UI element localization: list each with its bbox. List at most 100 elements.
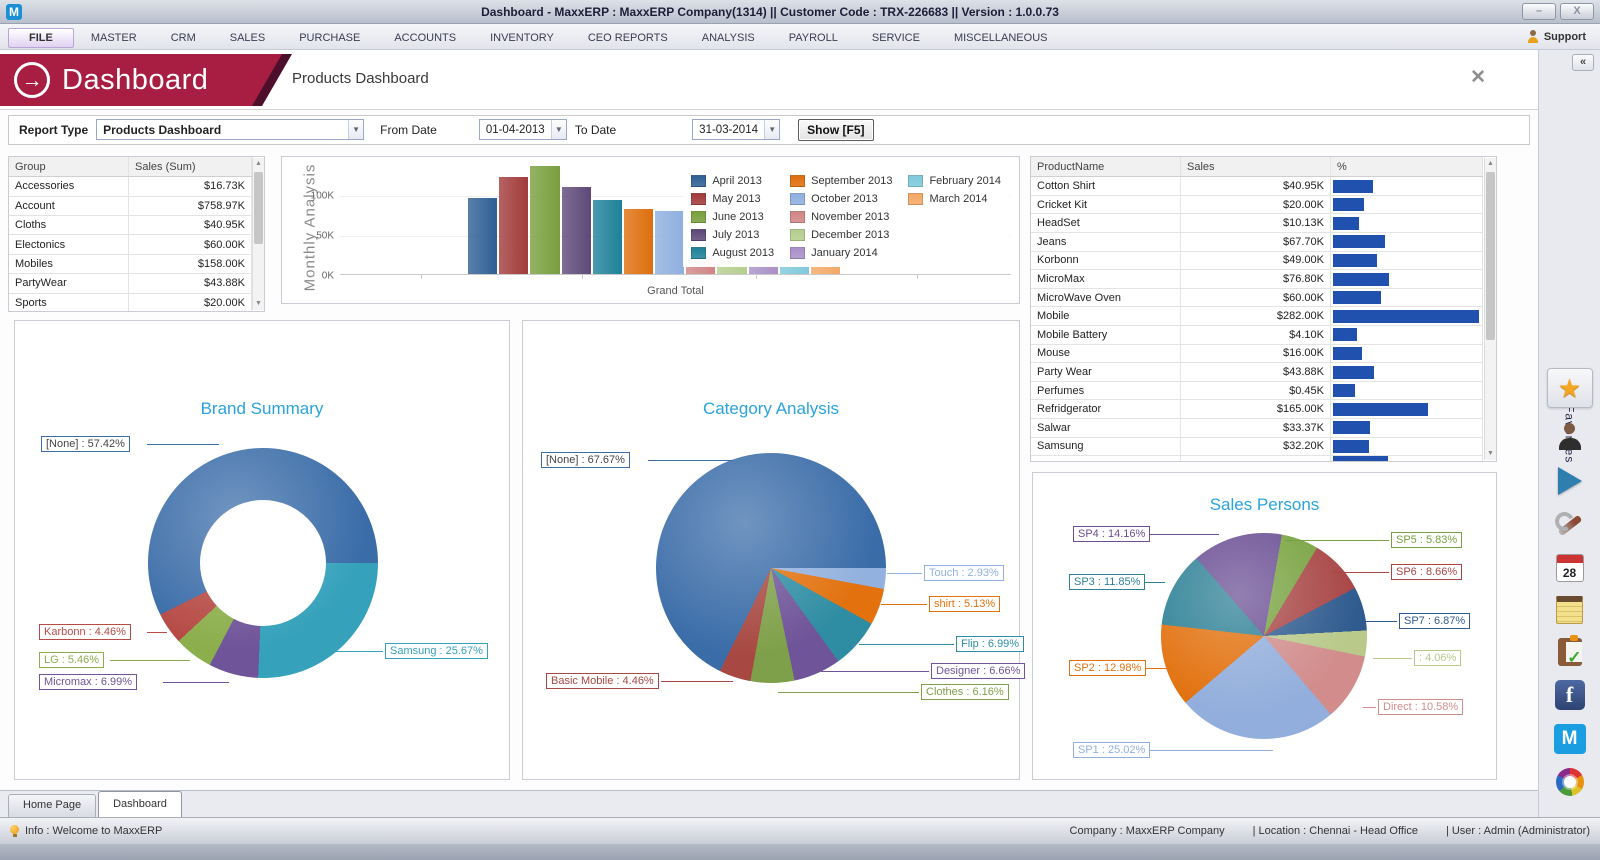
label-leader-line xyxy=(821,671,929,673)
maxxerp-icon[interactable]: M xyxy=(1553,724,1586,754)
menu-item-payroll[interactable]: PAYROLL xyxy=(788,31,838,44)
table-row[interactable]: Jeans $67.70K xyxy=(1031,233,1483,252)
menu-item-crm[interactable]: CRM xyxy=(170,31,196,44)
clipboard-icon[interactable] xyxy=(1557,635,1582,668)
close-window-button[interactable]: X xyxy=(1560,3,1594,20)
menu-item-service[interactable]: SERVICE xyxy=(871,31,920,44)
table-row[interactable]: HeadSet $10.13K xyxy=(1031,214,1483,234)
scroll-down-icon[interactable]: ▼ xyxy=(1487,450,1494,458)
minimize-button[interactable]: – xyxy=(1522,3,1556,20)
product-name-cell: MicroMax xyxy=(1031,270,1181,288)
percent-bar-cell xyxy=(1331,195,1483,214)
table-row[interactable]: MicroWave Oven $60.00K xyxy=(1031,288,1483,308)
scroll-up-icon[interactable]: ▲ xyxy=(255,160,262,168)
table-row[interactable] xyxy=(1031,456,1483,462)
table-row[interactable]: Korbonn $49.00K xyxy=(1031,251,1483,271)
tools-icon[interactable] xyxy=(1553,510,1587,540)
percent-bar-cell xyxy=(1331,344,1483,363)
table-row[interactable]: Sports $20.00K xyxy=(9,293,252,312)
chevron-down-icon[interactable]: ▼ xyxy=(764,120,780,140)
table-row[interactable]: Mobiles $158.00K xyxy=(9,254,252,275)
menu-item-inventory[interactable]: INVENTORY xyxy=(490,31,554,44)
notes-icon[interactable] xyxy=(1556,596,1583,624)
table-row[interactable]: Salwar $33.37K xyxy=(1031,419,1483,438)
table-row[interactable]: PartyWear $43.88K xyxy=(9,274,252,294)
x-axis xyxy=(340,274,1011,276)
table-row[interactable]: Accessories $16.73K xyxy=(9,177,252,197)
bar-july-2013 xyxy=(561,187,591,275)
x-tick xyxy=(581,275,583,280)
from-date-value: 01-04-2013 xyxy=(485,123,545,136)
table-row[interactable]: Mobile $282.00K xyxy=(1031,307,1483,327)
table-row[interactable]: Cotton Shirt $40.95K xyxy=(1031,177,1483,196)
collapse-sidebar-button[interactable]: « xyxy=(1572,54,1594,71)
facebook-icon[interactable]: f xyxy=(1554,680,1585,710)
tab-dashboard[interactable]: Dashboard xyxy=(98,791,182,817)
table-row[interactable]: Mouse $16.00K xyxy=(1031,344,1483,364)
group-table-scrollbar[interactable]: ▲ ▼ xyxy=(252,158,264,311)
label-leader-line xyxy=(661,681,733,683)
legend-label: September 2013 xyxy=(811,175,893,188)
percent-bar xyxy=(1333,384,1356,398)
menu-item-analysis[interactable]: ANALYSIS xyxy=(701,31,755,44)
table-row[interactable]: Mobile Battery $4.10K xyxy=(1031,326,1483,345)
menu-item-miscellaneous[interactable]: MISCELLANEOUS xyxy=(953,31,1048,44)
table-row[interactable]: Cloths $40.95K xyxy=(9,216,252,236)
percent-bar xyxy=(1333,179,1374,193)
table-row[interactable]: Party Wear $43.88K xyxy=(1031,363,1483,382)
slice-label-karbonn: Karbonn : 4.46% xyxy=(39,624,131,641)
table-row[interactable]: Refridgerator $165.00K xyxy=(1031,400,1483,419)
label-leader-line xyxy=(333,651,383,653)
menu-item-purchase[interactable]: PURCHASE xyxy=(299,31,361,44)
legend-label: August 2013 xyxy=(712,247,775,260)
favorites-sidebar: « Favorites 28fM xyxy=(1538,50,1600,817)
document-tabs: Home Page Dashboard xyxy=(0,790,1538,817)
swirl-icon[interactable] xyxy=(1555,768,1584,796)
support-person-icon[interactable] xyxy=(1553,422,1587,452)
menu-item-accounts[interactable]: ACCOUNTS xyxy=(394,31,457,44)
sales-cell: $40.95K xyxy=(1181,177,1331,195)
table-row[interactable]: Perfumes $0.45K xyxy=(1031,381,1483,401)
show-button[interactable]: Show [F5] xyxy=(798,118,874,141)
window-title: Dashboard - MaxxERP : MaxxERP Company(13… xyxy=(481,4,1059,19)
close-dashboard-icon[interactable]: ✕ xyxy=(1470,67,1486,88)
tab-home-page[interactable]: Home Page xyxy=(8,794,97,817)
legend-item: June 2013 xyxy=(691,208,774,226)
menu-item-master[interactable]: MASTER xyxy=(90,31,137,44)
product-table-scrollbar[interactable]: ▲ ▼ xyxy=(1484,158,1496,461)
play-icon[interactable] xyxy=(1553,466,1587,496)
to-date-input[interactable]: 31-03-2014 ▼ xyxy=(692,119,781,141)
legend-swatch xyxy=(691,247,707,260)
product-name-cell: HeadSet xyxy=(1031,214,1181,233)
support-menu[interactable]: Support xyxy=(1527,30,1592,43)
chart-title: Brand Summary xyxy=(200,399,324,419)
star-icon[interactable] xyxy=(1546,368,1593,408)
label-leader-line xyxy=(163,682,229,684)
group-cell: Account xyxy=(9,196,129,216)
menu-item-ceo-reports[interactable]: CEO REPORTS xyxy=(587,31,668,44)
calendar-icon[interactable]: 28 xyxy=(1555,554,1584,582)
report-type-select[interactable]: Products Dashboard ▼ xyxy=(96,119,365,141)
slice-label-touch: Touch : 2.93% xyxy=(924,565,1004,582)
menu-item-file[interactable]: FILE xyxy=(8,27,74,48)
title-bar: M Dashboard - MaxxERP : MaxxERP Company(… xyxy=(0,0,1600,24)
bar-chart-plot: 0K 50K 100K xyxy=(311,163,1011,282)
group-cell: Cloths xyxy=(9,216,129,235)
table-row[interactable]: Cricket Kit $20.00K xyxy=(1031,195,1483,215)
chevron-down-icon[interactable]: ▼ xyxy=(348,120,364,140)
label-leader-line xyxy=(1373,658,1412,660)
x-tick xyxy=(756,275,758,280)
table-row[interactable]: Account $758.97K xyxy=(9,196,252,217)
calendar-day-label: 28 xyxy=(1562,566,1577,580)
percent-bar-cell xyxy=(1331,288,1483,307)
table-row[interactable]: Samsung $32.20K xyxy=(1031,437,1483,457)
from-date-input[interactable]: 01-04-2013 ▼ xyxy=(478,119,567,141)
table-row[interactable]: MicroMax $76.80K xyxy=(1031,270,1483,289)
chevron-down-icon[interactable]: ▼ xyxy=(550,120,566,140)
table-row[interactable]: Electonics $60.00K xyxy=(9,235,252,255)
sales-cell: $0.45K xyxy=(1181,381,1331,400)
scroll-down-icon[interactable]: ▼ xyxy=(255,300,262,308)
menu-item-sales[interactable]: SALES xyxy=(229,31,266,44)
slice-label-sp5: SP5 : 5.83% xyxy=(1391,532,1463,549)
scroll-up-icon[interactable]: ▲ xyxy=(1487,160,1494,168)
